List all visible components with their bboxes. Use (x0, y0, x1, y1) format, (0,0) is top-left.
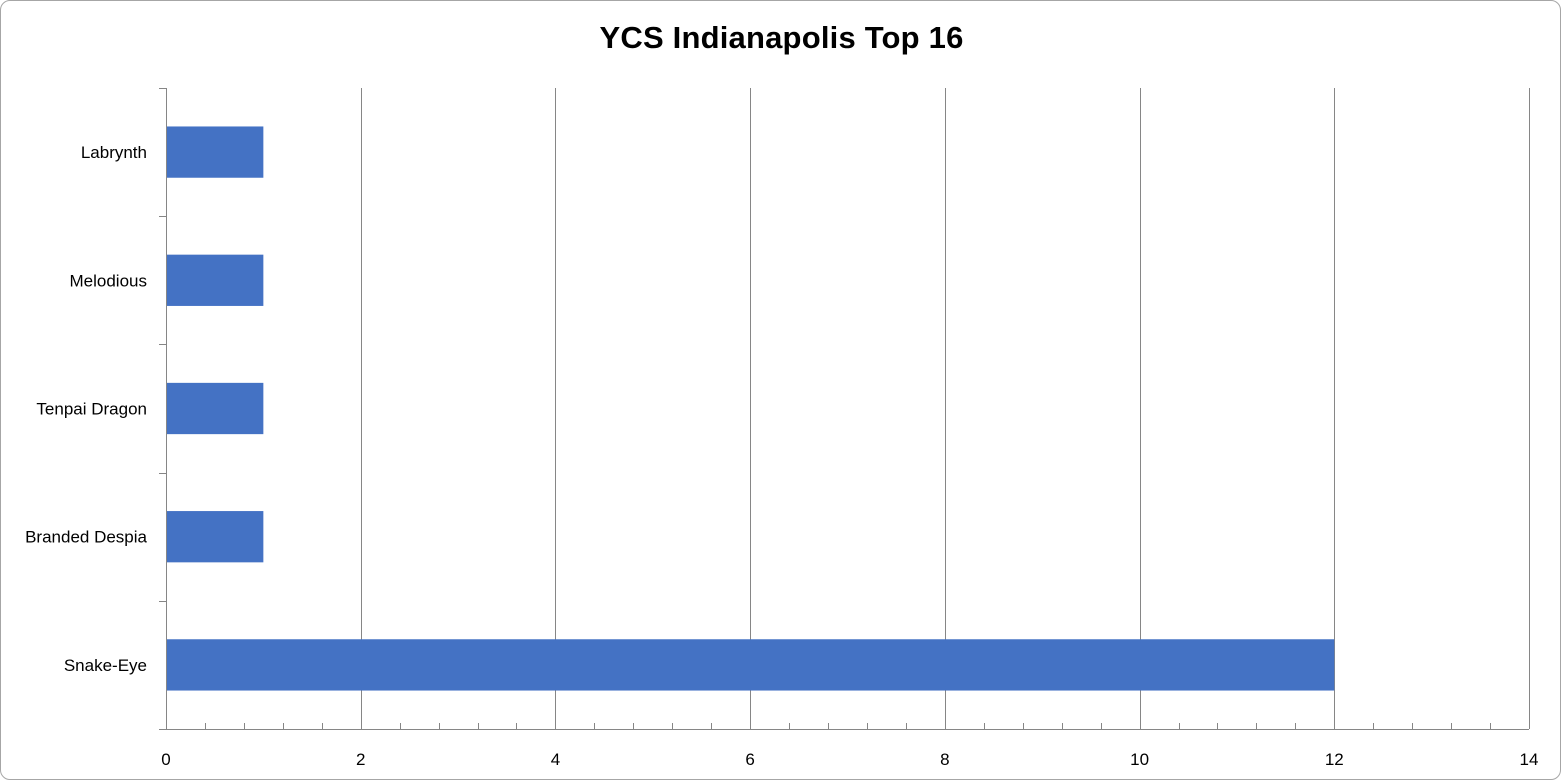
category-label-melodious: Melodious (70, 271, 148, 290)
x-tick-label-2: 2 (356, 750, 365, 769)
category-label-labrynth: Labrynth (81, 143, 147, 162)
minor-ticks (166, 723, 1530, 729)
bar-snake-eye (166, 639, 1335, 691)
bar-tenpai-dragon (166, 382, 264, 435)
axes (159, 88, 1529, 730)
category-label-snake-eye: Snake-Eye (64, 656, 147, 675)
x-tick-label-4: 4 (551, 750, 560, 769)
bars (166, 126, 1335, 691)
x-tick-label-12: 12 (1325, 750, 1344, 769)
x-tick-label-10: 10 (1130, 750, 1149, 769)
category-labels: Labrynth Melodious Tenpai Dragon Branded De… (25, 143, 147, 675)
x-tick-label-0: 0 (161, 750, 170, 769)
bar-melodious (166, 254, 264, 306)
category-label-branded-despia: Branded Despia (25, 528, 147, 547)
x-tick-label-8: 8 (940, 750, 949, 769)
bar-branded-despia (166, 511, 264, 563)
bar-labrynth (166, 126, 264, 178)
x-tick-label-14: 14 (1520, 750, 1539, 769)
gridlines (361, 88, 1530, 729)
x-tick-labels: 0 2 4 6 8 10 12 14 (161, 750, 1538, 769)
category-label-tenpai-dragon: Tenpai Dragon (36, 400, 147, 419)
chart-title: YCS Indianapolis Top 16 (599, 20, 964, 55)
x-tick-label-6: 6 (745, 750, 754, 769)
